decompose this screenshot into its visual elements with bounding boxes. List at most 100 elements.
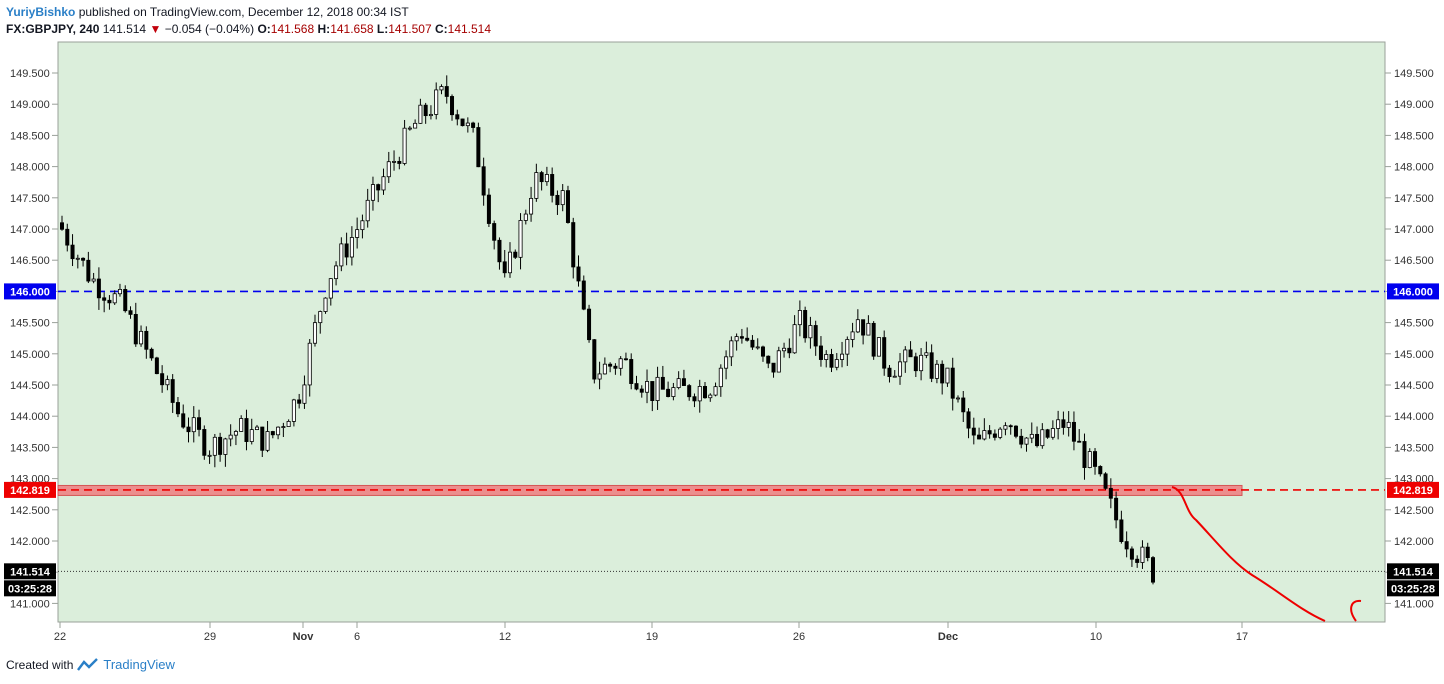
candle-body	[428, 114, 433, 117]
y-tick-label: 147.500	[10, 193, 50, 205]
candle-body	[1019, 435, 1024, 445]
candle-body	[866, 322, 871, 336]
tradingview-brand[interactable]: TradingView	[103, 657, 175, 672]
author-name[interactable]: YuriyBishko	[6, 5, 76, 19]
open-value: 141.568	[270, 22, 315, 36]
candle-body	[950, 367, 955, 399]
y-tick-label: 147.500	[1394, 193, 1434, 205]
high-value: 141.658	[330, 22, 374, 36]
countdown-badge-left-text: 03:25:28	[8, 583, 52, 595]
open-label: O:	[257, 22, 271, 36]
candle-body	[471, 122, 476, 128]
candle-body	[386, 161, 391, 178]
plot-area[interactable]	[57, 41, 1386, 623]
candle-body	[154, 357, 159, 375]
candle-body	[413, 122, 418, 129]
candle-body	[977, 434, 982, 440]
y-tick-label: 148.000	[10, 162, 50, 174]
current-price-badge-left-text: 141.514	[10, 566, 51, 578]
candle-body	[1050, 428, 1055, 438]
candle-body	[139, 330, 144, 345]
candle-body	[502, 261, 507, 274]
down-arrow-icon: ▼	[149, 22, 162, 36]
price-chart[interactable]: 149.500 149.000 148.500 148.000 147.500 147.0…	[0, 40, 1444, 652]
candle-body	[834, 359, 839, 368]
candle-body	[112, 293, 117, 304]
candle-body	[840, 353, 845, 360]
candle-body	[992, 433, 997, 438]
candle-body	[929, 352, 934, 379]
left-price-axis: 149.500 149.000 148.500 148.000 147.500 147.0…	[10, 68, 58, 610]
candle-body	[75, 257, 80, 260]
candle-body	[186, 426, 191, 433]
candle-body	[703, 386, 708, 399]
candle-body	[1071, 421, 1076, 442]
candle-body	[397, 160, 402, 164]
candle-body	[645, 381, 650, 393]
created-with: Created with	[6, 657, 74, 672]
y-tick-label: 144.500	[10, 380, 50, 392]
candle-body	[339, 243, 344, 267]
symbol-label[interactable]: FX:GBPJPY, 240	[6, 22, 100, 36]
candle-body	[181, 413, 186, 428]
high-label: H:	[317, 22, 331, 36]
candle-body	[1093, 451, 1098, 467]
candle-body	[381, 176, 386, 191]
candle-body	[660, 376, 665, 390]
candle-body	[1056, 419, 1061, 429]
candle-body	[260, 426, 265, 451]
candle-body	[623, 358, 628, 361]
candle-body	[898, 361, 903, 377]
x-tick-label: 19	[646, 631, 658, 643]
candle-body	[534, 172, 539, 199]
candle-body	[270, 431, 275, 436]
candle-body	[197, 417, 202, 430]
level-badge-left-text: 146.000	[10, 286, 50, 298]
countdown-badge-right	[1387, 580, 1439, 597]
y-tick-label: 145.000	[10, 349, 50, 361]
y-tick-label: 144.000	[1394, 411, 1434, 423]
y-tick-label: 147.000	[10, 224, 50, 236]
candle-body	[529, 197, 534, 215]
candle-body	[175, 402, 180, 415]
candle-body	[1151, 557, 1156, 583]
candle-body	[550, 174, 555, 196]
x-tick-label: 12	[499, 631, 511, 643]
candle-body	[70, 244, 75, 260]
y-tick-label: 142.000	[1394, 536, 1434, 548]
candle-body	[913, 356, 918, 372]
candle-body	[634, 383, 639, 390]
projection-hook	[1350, 599, 1362, 622]
candle-body	[286, 420, 291, 427]
y-tick-label: 149.500	[10, 68, 50, 80]
candle-body	[650, 381, 655, 401]
candle-body	[81, 257, 86, 261]
level-badge-left	[4, 283, 56, 300]
candle-body	[407, 127, 412, 130]
candle-body	[360, 220, 365, 231]
candle-body	[1040, 429, 1045, 447]
candle-body	[882, 337, 887, 369]
candle-body	[1098, 466, 1103, 475]
candle-body	[65, 228, 70, 246]
candle-body	[86, 259, 91, 282]
candle-body	[955, 397, 960, 400]
candle-body	[850, 331, 855, 340]
candle-body	[291, 399, 296, 422]
candle-body	[613, 365, 618, 369]
candle-body	[265, 431, 270, 451]
candle-body	[903, 349, 908, 363]
candle-body	[818, 345, 823, 360]
candle-body	[829, 354, 834, 368]
right-price-axis: 149.500 149.000 148.500 148.000 147.500 147.0…	[1385, 68, 1434, 610]
candle-body	[1124, 541, 1129, 550]
x-tick-label: 29	[204, 631, 216, 643]
y-tick-label: 149.000	[10, 99, 50, 111]
candle-body	[202, 429, 207, 456]
candle-body	[423, 104, 428, 117]
horizontal-levels[interactable]	[58, 290, 1385, 491]
candle-body	[107, 299, 112, 304]
publish-info: published on TradingView.com, December 1…	[78, 5, 409, 19]
candle-body	[961, 397, 966, 413]
y-tick-label: 146.500	[10, 255, 50, 267]
